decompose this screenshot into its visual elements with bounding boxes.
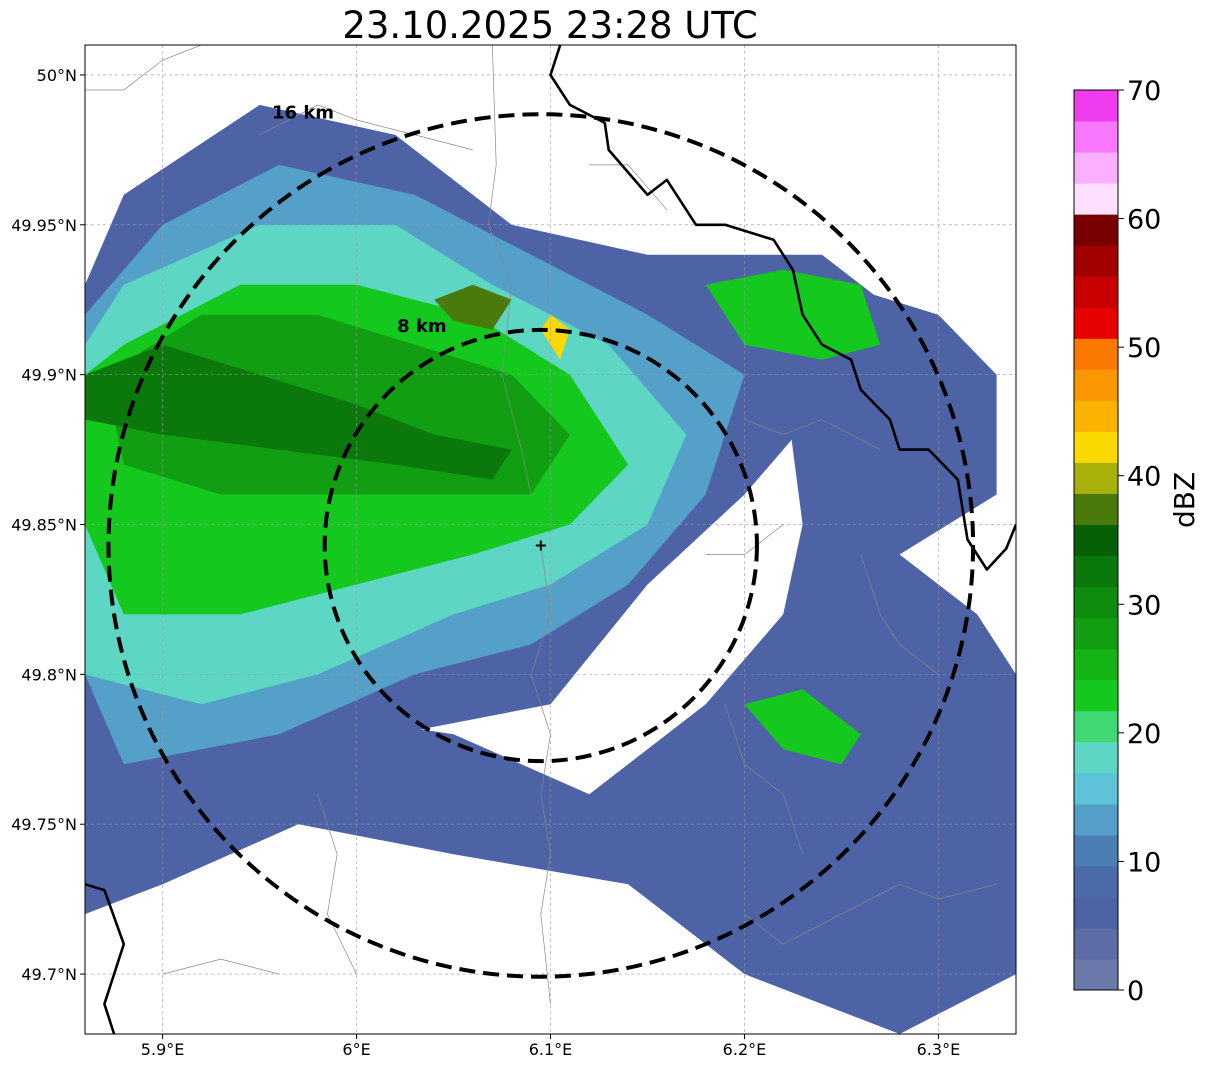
range-ring-8km <box>322 327 759 764</box>
lon-tick-label: 6°E <box>342 1040 370 1059</box>
lat-tick-label: 49.8°N <box>21 665 77 684</box>
colorbar-swatch-25 <box>1074 183 1118 215</box>
admin-line-5 <box>860 554 939 675</box>
longitude-ticks: 5.9°E 6°E 6.1°E 6.2°E 6.3°E <box>141 1034 960 1059</box>
colorbar-swatch-24 <box>1074 214 1118 246</box>
colorbar-swatch-20 <box>1074 338 1118 370</box>
radar-echo-layer <box>85 104 1016 1034</box>
admin-line-0 <box>488 45 532 495</box>
colorbar-tick-label: 70 <box>1127 76 1161 107</box>
colorbar-swatch-11 <box>1074 617 1118 650</box>
colorbar-swatch-28 <box>1074 90 1118 122</box>
admin-line-2 <box>259 104 473 151</box>
radar-site-marker <box>535 540 546 551</box>
admin-boundaries <box>85 45 997 1005</box>
colorbar-label: dBZ <box>1168 471 1201 528</box>
admin-line-11 <box>162 958 280 975</box>
echo-region-8 <box>744 689 861 765</box>
echo-region-7 <box>705 269 881 360</box>
colorbar-tick-label: 60 <box>1127 205 1161 236</box>
range-rings: 8 km 16 km <box>106 103 976 979</box>
country-borders <box>85 45 1016 1034</box>
colorbar-swatch-5 <box>1074 803 1118 836</box>
range-ring-label-8km: 8 km <box>397 316 447 337</box>
colorbar-tick-label: 30 <box>1127 590 1161 621</box>
colorbar-swatch-8 <box>1074 710 1118 743</box>
colorbar-swatch-9 <box>1074 679 1118 712</box>
echo-region-9 <box>434 284 512 330</box>
colorbar-tick-label: 10 <box>1127 847 1161 878</box>
admin-line-1 <box>530 545 551 1005</box>
colorbar-swatch-1 <box>1074 927 1118 960</box>
colorbar-tick-label: 50 <box>1127 333 1161 364</box>
colorbar-tick-label: 0 <box>1127 976 1144 1007</box>
admin-line-7 <box>724 704 803 855</box>
echo-region-10 <box>540 314 570 360</box>
admin-line-10 <box>317 794 357 975</box>
colorbar-swatch-13 <box>1074 555 1118 588</box>
colorbar: 0 10 20 30 40 50 60 70 <box>1073 76 1161 1007</box>
border-moselle <box>549 45 1016 571</box>
colorbar-swatch-7 <box>1074 741 1118 774</box>
graticule <box>85 45 1016 1034</box>
lat-tick-label: 49.75°N <box>11 815 77 834</box>
colorbar-swatch-3 <box>1074 865 1118 898</box>
admin-line-8 <box>744 883 997 945</box>
lat-tick-label: 49.7°N <box>21 965 77 984</box>
echo-region-6 <box>85 344 512 480</box>
colorbar-swatch-23 <box>1074 245 1118 277</box>
colorbar-swatch-10 <box>1074 648 1118 681</box>
colorbar-swatch-19 <box>1074 369 1118 401</box>
colorbar-swatch-26 <box>1074 152 1118 184</box>
lon-tick-label: 6.1°E <box>529 1040 573 1059</box>
lat-tick-label: 49.85°N <box>11 516 77 535</box>
lon-tick-label: 6.3°E <box>917 1040 961 1059</box>
admin-line-4 <box>744 419 881 450</box>
colorbar-swatch-0 <box>1074 958 1118 991</box>
lat-tick-label: 49.95°N <box>11 216 77 235</box>
colorbar-swatch-16 <box>1074 462 1118 494</box>
colorbar-swatch-6 <box>1074 772 1118 805</box>
colorbar-swatch-4 <box>1074 834 1118 867</box>
colorbar-swatch-18 <box>1074 400 1118 432</box>
colorbar-swatch-14 <box>1074 524 1118 557</box>
latitude-ticks: 50°N 49.95°N 49.9°N 49.85°N 49.8°N 49.75°N 49.… <box>11 66 85 984</box>
border-southwest <box>85 882 126 1034</box>
lat-tick-label: 50°N <box>37 66 77 85</box>
colorbar-swatch-27 <box>1074 121 1118 153</box>
colorbar-frame <box>1073 89 1119 991</box>
colorbar-swatch-15 <box>1074 493 1118 525</box>
range-ring-16km <box>106 112 976 979</box>
map-title: 23.10.2025 23:28 UTC <box>342 4 758 47</box>
colorbar-tick-label: 40 <box>1127 462 1161 493</box>
lat-tick-label: 49.9°N <box>21 366 77 385</box>
lon-tick-label: 6.2°E <box>723 1040 767 1059</box>
admin-line-6 <box>705 524 784 555</box>
colorbar-tick-label: 20 <box>1127 719 1161 750</box>
colorbar-swatch-12 <box>1074 586 1118 619</box>
echo-region-0 <box>85 284 1016 1034</box>
colorbar-swatch-22 <box>1074 276 1118 308</box>
colorbar-swatch-17 <box>1074 431 1118 463</box>
colorbar-swatch-21 <box>1074 307 1118 339</box>
admin-line-9 <box>85 45 202 91</box>
colorbar-swatch-2 <box>1074 896 1118 929</box>
admin-line-3 <box>589 164 668 211</box>
range-ring-label-16km: 16 km <box>272 103 334 124</box>
lon-tick-label: 5.9°E <box>141 1040 185 1059</box>
